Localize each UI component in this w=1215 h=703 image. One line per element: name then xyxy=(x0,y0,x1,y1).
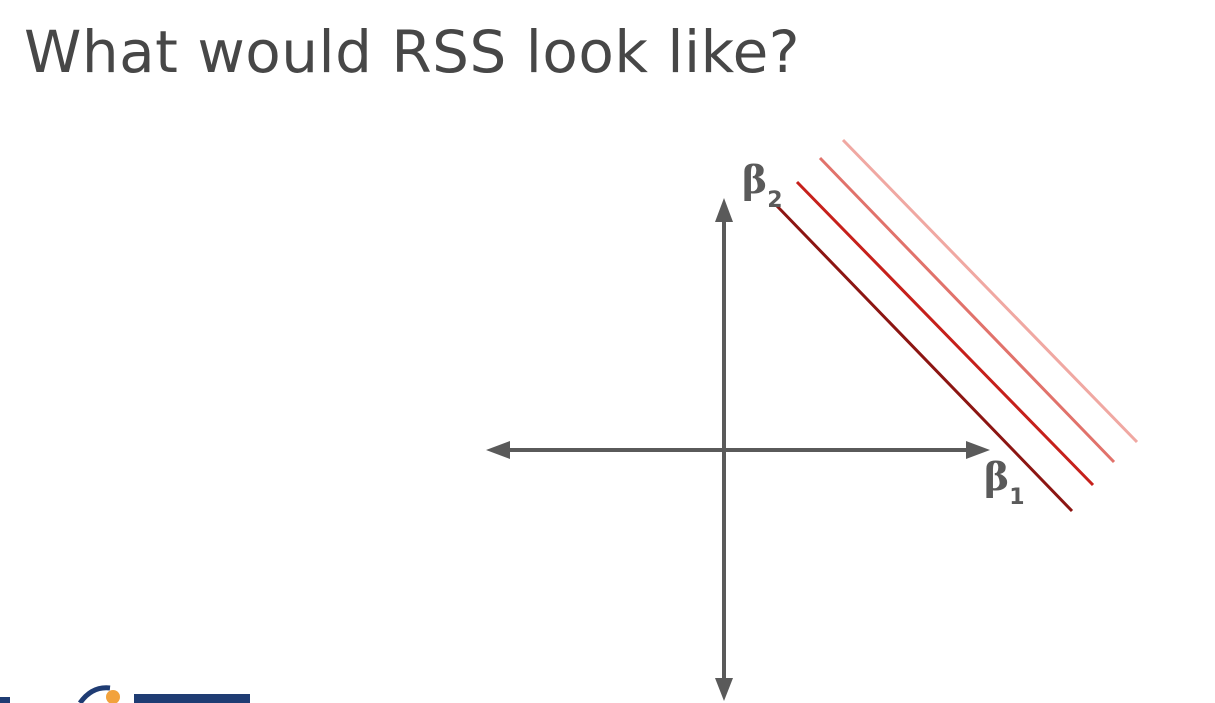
rss-contour-line xyxy=(841,138,1139,444)
logo xyxy=(0,685,250,703)
y-axis-label: β2 xyxy=(742,157,783,213)
x-axis-arrow-left xyxy=(486,441,510,459)
logo-mark xyxy=(134,694,250,703)
rss-contour-line xyxy=(818,156,1116,464)
x-axis-label-subscript: 1 xyxy=(1009,485,1024,510)
y-axis-arrow-down xyxy=(715,678,733,701)
x-axis-arrow-right xyxy=(966,441,990,459)
y-axis-label-subscript: 2 xyxy=(767,188,782,213)
rss-contour-line xyxy=(795,180,1095,487)
rss-contour-line xyxy=(774,203,1074,513)
logo-arc-icon xyxy=(77,685,111,703)
slide-title: What would RSS look like? xyxy=(24,18,801,86)
axes xyxy=(486,198,990,701)
rss-contours xyxy=(774,138,1139,513)
logo-dot-icon xyxy=(106,690,120,703)
x-axis-label: β1 xyxy=(984,454,1025,510)
y-axis-arrow-up xyxy=(715,198,733,222)
logo-mark xyxy=(0,697,10,703)
